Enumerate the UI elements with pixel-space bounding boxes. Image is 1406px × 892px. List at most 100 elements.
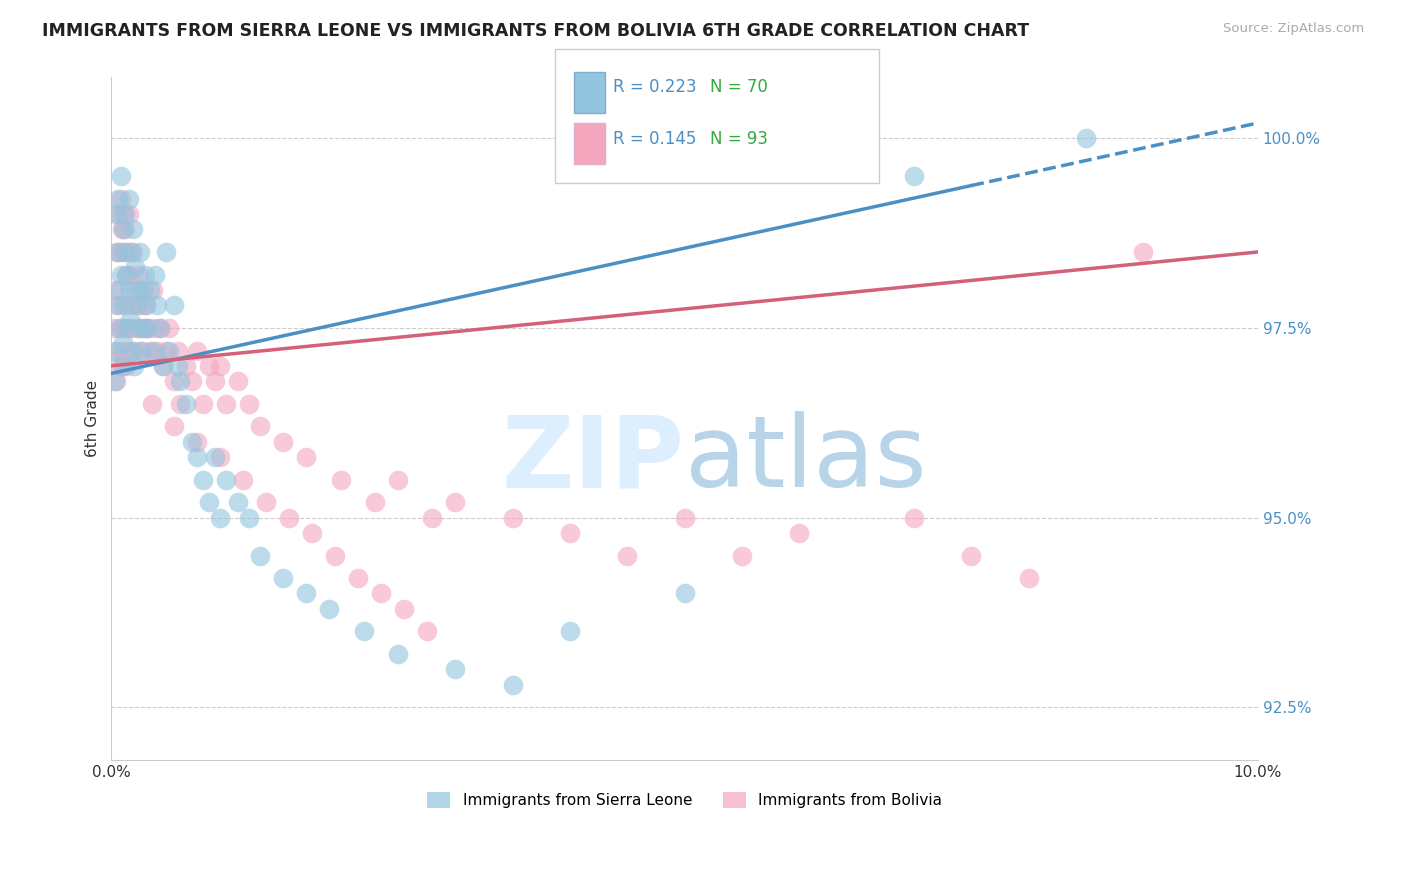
Point <box>124 343 146 358</box>
Point <box>132 283 155 297</box>
Text: N = 93: N = 93 <box>710 130 768 148</box>
Point <box>903 510 925 524</box>
Point <box>121 321 143 335</box>
Point <box>108 359 131 373</box>
Point <box>112 244 135 259</box>
Point <box>124 283 146 297</box>
Point <box>103 343 125 358</box>
Point <box>117 321 139 335</box>
Point <box>215 397 238 411</box>
Text: atlas: atlas <box>685 411 927 508</box>
Point <box>142 283 165 297</box>
Point <box>731 549 754 563</box>
Point <box>114 321 136 335</box>
Point <box>163 419 186 434</box>
Point <box>136 321 159 335</box>
Point <box>318 601 340 615</box>
Point <box>110 192 132 206</box>
Y-axis label: 6th Grade: 6th Grade <box>86 380 100 458</box>
Point <box>105 207 128 221</box>
Point <box>295 450 318 464</box>
Point <box>132 321 155 335</box>
Point <box>108 283 131 297</box>
Point <box>558 624 581 639</box>
Point <box>278 510 301 524</box>
Point <box>134 268 156 282</box>
Point <box>118 268 141 282</box>
Point <box>121 343 143 358</box>
Point <box>174 397 197 411</box>
Point <box>111 222 134 236</box>
Point <box>273 571 295 585</box>
Point <box>364 495 387 509</box>
Point <box>1018 571 1040 585</box>
Legend: Immigrants from Sierra Leone, Immigrants from Bolivia: Immigrants from Sierra Leone, Immigrants… <box>422 786 948 814</box>
Point <box>186 343 208 358</box>
Point <box>110 268 132 282</box>
Point <box>254 495 277 509</box>
Point <box>117 244 139 259</box>
Point <box>120 298 142 312</box>
Point <box>129 343 152 358</box>
Point <box>232 473 254 487</box>
Point <box>392 601 415 615</box>
Point <box>249 549 271 563</box>
Point <box>122 222 145 236</box>
Point <box>146 298 169 312</box>
Point <box>157 321 180 335</box>
Point <box>155 343 177 358</box>
Point <box>129 298 152 312</box>
Point <box>198 359 221 373</box>
Point <box>111 222 134 236</box>
Point <box>731 146 754 161</box>
Point <box>1132 244 1154 259</box>
Point <box>329 473 352 487</box>
Point <box>118 313 141 327</box>
Point <box>198 495 221 509</box>
Point <box>141 397 163 411</box>
Point <box>422 510 444 524</box>
Point <box>148 321 170 335</box>
Point <box>124 260 146 274</box>
Point <box>112 244 135 259</box>
Point <box>163 374 186 388</box>
Point <box>174 359 197 373</box>
Point <box>370 586 392 600</box>
Point <box>115 268 138 282</box>
Point <box>209 510 232 524</box>
Point <box>114 222 136 236</box>
Point <box>131 283 153 297</box>
Point <box>107 192 129 206</box>
Point <box>169 397 191 411</box>
Text: R = 0.145: R = 0.145 <box>613 130 696 148</box>
Point <box>143 268 166 282</box>
Point <box>108 321 131 335</box>
Point <box>323 549 346 563</box>
Point <box>502 677 524 691</box>
Point <box>180 434 202 449</box>
Point <box>295 586 318 600</box>
Point <box>117 343 139 358</box>
Point <box>155 244 177 259</box>
Point <box>111 359 134 373</box>
Point <box>111 298 134 312</box>
Point <box>128 321 150 335</box>
Point <box>104 283 127 297</box>
Point <box>105 343 128 358</box>
Point <box>415 624 437 639</box>
Point <box>124 359 146 373</box>
Point <box>117 321 139 335</box>
Point <box>673 510 696 524</box>
Point <box>616 549 638 563</box>
Point <box>249 419 271 434</box>
Point <box>131 343 153 358</box>
Point <box>104 374 127 388</box>
Point <box>167 343 190 358</box>
Point <box>125 298 148 312</box>
Point <box>186 450 208 464</box>
Point <box>444 495 467 509</box>
Point <box>139 343 162 358</box>
Point <box>148 321 170 335</box>
Point <box>125 298 148 312</box>
Point <box>204 374 226 388</box>
